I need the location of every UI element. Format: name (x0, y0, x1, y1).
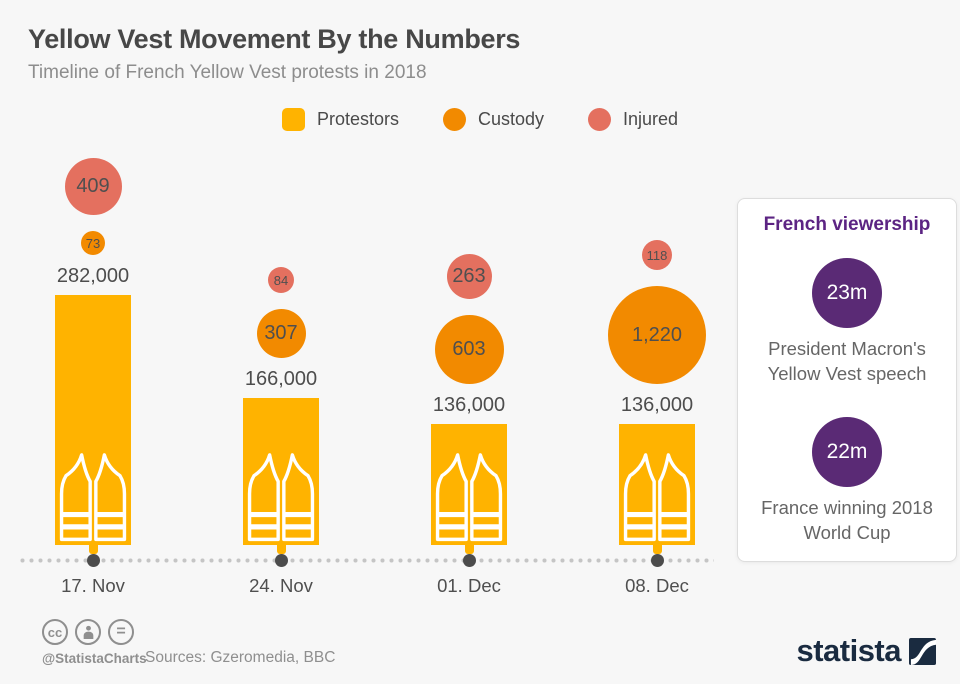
page-subtitle: Timeline of French Yellow Vest protests … (28, 62, 427, 83)
injured-bubble: 84 (268, 267, 294, 293)
protestors-bar (243, 398, 319, 545)
sources-text: Sources: Gzeromedia, BBC (145, 649, 336, 666)
injured-value: 118 (646, 247, 668, 263)
date-label: 24. Nov (249, 575, 313, 596)
protestors-value-label: 166,000 (244, 368, 318, 390)
timeline-dotted-line (18, 558, 714, 563)
statista-charts-handle[interactable]: @StatistaCharts (42, 651, 147, 666)
protestors-value-label: 282,000 (56, 265, 130, 287)
statista-wordmark: statista (796, 633, 901, 668)
protestors-bar (619, 424, 695, 545)
custody-value: 1,220 (631, 323, 683, 346)
date-label: 01. Dec (437, 575, 501, 596)
viewership-value: 22m (826, 439, 868, 463)
chart-area: 282,000 73 409 17. Nov 166,000 307 84 24. Nov 13… (18, 158, 714, 596)
vest-zipper-tab (652, 542, 662, 554)
timeline-dot (86, 554, 100, 567)
protestors-swatch-icon (281, 108, 305, 131)
injured-bubble: 263 (446, 254, 492, 299)
viewership-caption: France winning 2018 World Cup (761, 496, 933, 543)
yellow-vest-icon (623, 453, 691, 542)
legend-label: Protestors (316, 109, 399, 129)
viewership-caption: President Macron's Yellow Vest speech (767, 338, 927, 384)
custody-value: 73 (85, 235, 101, 251)
injured-bubble: 118 (642, 240, 672, 270)
vest-zipper-tab (276, 542, 286, 554)
statista-mark-icon (909, 637, 936, 665)
card-title: French viewership (763, 214, 931, 235)
statista-logo[interactable]: statista (796, 633, 936, 669)
injured-value: 409 (76, 175, 110, 197)
protestors-bar (55, 295, 131, 545)
legend: Protestors Custody Injured (0, 108, 960, 131)
custody-bubble: 603 (434, 315, 504, 384)
legend-item-injured: Injured (588, 108, 678, 131)
french-viewership-card: French viewership 23m President Macron's… (737, 198, 957, 562)
custody-bubble: 1,220 (608, 286, 706, 384)
page-title: Yellow Vest Movement By the Numbers (28, 24, 521, 54)
timeline-dot (650, 554, 664, 567)
yellow-vest-icon (435, 453, 503, 542)
cc-attribution-icon[interactable] (75, 619, 101, 645)
viewership-circle: 22m (812, 416, 882, 487)
person-icon (83, 625, 93, 639)
injured-value: 84 (273, 272, 289, 288)
timeline-dot (462, 554, 476, 567)
custody-swatch-icon (442, 108, 466, 131)
injured-value: 263 (452, 265, 486, 287)
cc-icon[interactable]: cc (42, 619, 68, 645)
custody-value: 603 (452, 338, 486, 360)
vest-zipper-tab (88, 542, 98, 554)
legend-label: Injured (623, 109, 679, 129)
timeline-dot (274, 554, 288, 567)
injured-bubble: 409 (64, 158, 122, 215)
protestors-value-label: 136,000 (620, 394, 694, 416)
legend-item-custody: Custody (442, 108, 545, 131)
date-label: 08. Dec (625, 575, 689, 596)
viewership-circle: 23m (812, 258, 882, 328)
protestors-value-label: 136,000 (432, 394, 506, 416)
injured-swatch-icon (588, 108, 612, 131)
viewership-value: 23m (826, 281, 868, 304)
custody-value: 307 (264, 322, 298, 344)
custody-bubble: 307 (256, 309, 306, 358)
cc-license-icons[interactable]: cc = (42, 619, 134, 645)
yellow-vest-icon (247, 453, 315, 542)
vest-zipper-tab (464, 542, 474, 554)
custody-bubble: 73 (81, 231, 105, 255)
protestors-bar (431, 424, 507, 545)
legend-item-protestors: Protestors (281, 108, 399, 131)
date-label: 17. Nov (61, 575, 125, 596)
cc-equal-icon[interactable]: = (108, 619, 134, 645)
yellow-vest-icon (59, 453, 127, 542)
legend-label: Custody (477, 109, 545, 129)
